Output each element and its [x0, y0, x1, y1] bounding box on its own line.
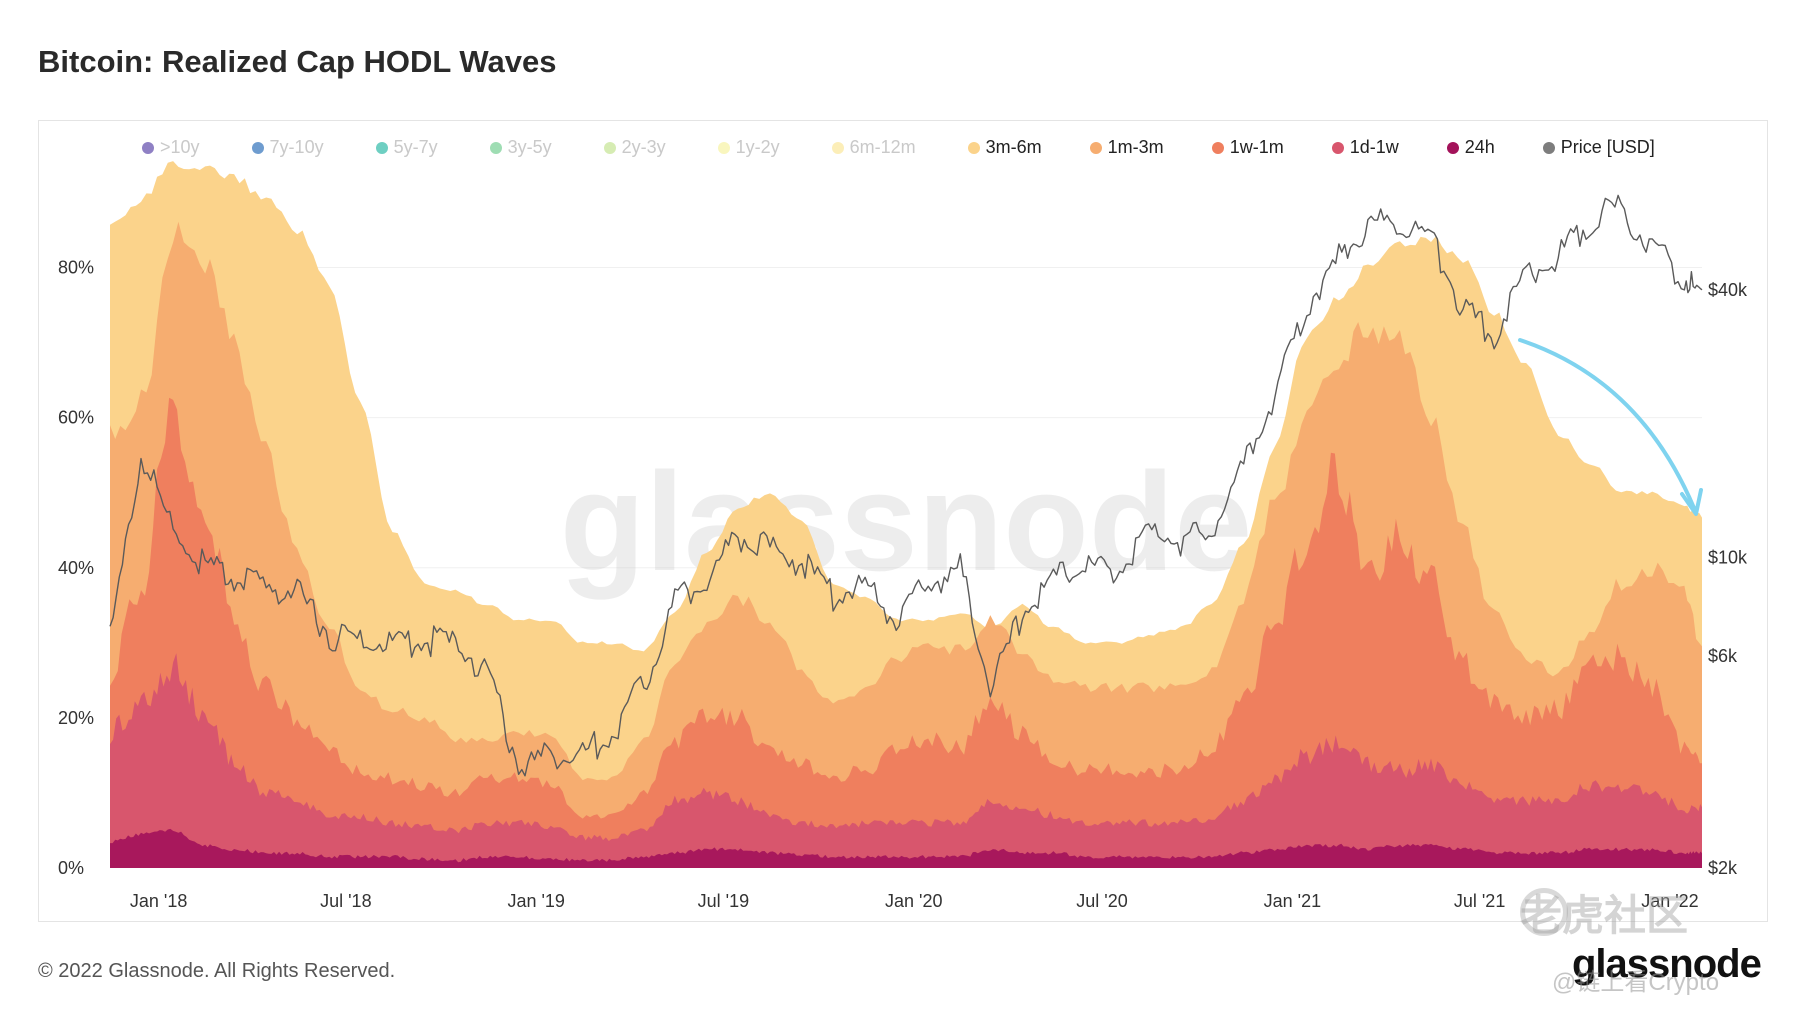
legend-item-10y[interactable]: >10y — [142, 137, 200, 158]
x-axis-tick: Jan '21 — [1264, 891, 1321, 911]
legend-dot-icon — [967, 141, 980, 154]
y-axis-right-tick: $2k — [1708, 858, 1738, 878]
legend-label: 2y-3y — [621, 137, 666, 157]
x-axis-tick: Jan '19 — [507, 891, 564, 911]
legend-label: 24h — [1464, 137, 1495, 157]
legend-label: Price [USD] — [1560, 137, 1655, 157]
legend-item-6m-12m[interactable]: 6m-12m — [831, 137, 916, 158]
y-axis-left-tick: 80% — [58, 258, 94, 278]
area-series-1d-1w — [110, 653, 1702, 868]
y-axis-left-tick: 0% — [58, 858, 84, 878]
legend-dot-icon — [1089, 141, 1102, 154]
y-axis-left-tick: 60% — [58, 408, 94, 428]
legend-item-1d-1w[interactable]: 1d-1w — [1331, 137, 1399, 158]
x-axis-tick: Jul '21 — [1454, 891, 1505, 911]
x-axis-tick: Jul '19 — [698, 891, 749, 911]
legend-label: 7y-10y — [269, 137, 324, 157]
author-watermark: @链上看Crypto — [1552, 969, 1720, 996]
legend-dot-icon — [831, 141, 844, 154]
legend-dot-icon — [251, 141, 264, 154]
legend-dot-icon — [1446, 141, 1459, 154]
legend-dot-icon — [717, 141, 730, 154]
legend-item-1y-2y[interactable]: 1y-2y — [717, 137, 780, 158]
community-logo-icon — [1520, 888, 1568, 936]
legend-label: 6m-12m — [849, 137, 916, 157]
area-series-1w-1m — [110, 397, 1702, 868]
community-watermark: 老虎社区 — [1520, 892, 1689, 939]
legend-item-24h[interactable]: 24h — [1446, 137, 1495, 158]
legend-dot-icon — [603, 141, 616, 154]
y-axis-left-tick: 40% — [58, 558, 94, 578]
legend-item-price-usd[interactable]: Price [USD] — [1542, 137, 1655, 158]
legend-dot-icon — [142, 141, 154, 154]
x-axis-tick: Jul '18 — [320, 891, 371, 911]
y-axis-left-tick: 20% — [58, 708, 94, 728]
legend-label: >10y — [160, 137, 200, 157]
y-axis-right-tick: $40k — [1708, 280, 1748, 300]
glassnode-logo[interactable]: glassnode — [1572, 942, 1762, 986]
legend-item-3m-6m[interactable]: 3m-6m — [967, 137, 1042, 158]
legend-label: 1d-1w — [1349, 137, 1399, 157]
legend-label: 1y-2y — [735, 137, 780, 157]
legend-label: 5y-7y — [393, 137, 438, 157]
glassnode-watermark: glassnode — [560, 443, 1252, 600]
annotation-arrow — [1518, 338, 1696, 510]
y-axis-right-tick: $6k — [1708, 646, 1738, 666]
y-axis-right-tick: $10k — [1708, 547, 1748, 567]
legend-dot-icon — [489, 141, 502, 154]
legend-label: 1m-3m — [1107, 137, 1164, 157]
chart-title: Bitcoin: Realized Cap HODL Waves — [38, 44, 557, 79]
price-line — [109, 194, 1703, 777]
legend-dot-icon — [1211, 141, 1224, 154]
x-axis-tick: Jan '20 — [885, 891, 942, 911]
x-axis-tick: Jul '20 — [1076, 891, 1127, 911]
chart-legend[interactable]: >10y 7y-10y 5y-7y 3y-5y 2y-3y 1y-2y 6m-12m 3m-6… — [142, 137, 1655, 158]
x-axis-tick: Jan '18 — [130, 891, 187, 911]
legend-item-1m-3m[interactable]: 1m-3m — [1089, 137, 1164, 158]
legend-label: 3y-5y — [507, 137, 552, 157]
legend-dot-icon — [1331, 141, 1344, 154]
area-series-24h — [110, 828, 1702, 868]
x-axis-tick: Jan '22 — [1641, 891, 1698, 911]
legend-item-2y-3y[interactable]: 2y-3y — [603, 137, 666, 158]
legend-label: 1w-1m — [1229, 137, 1284, 157]
legend-item-7y-10y[interactable]: 7y-10y — [251, 137, 324, 158]
legend-item-5y-7y[interactable]: 5y-7y — [375, 137, 438, 158]
legend-dot-icon — [375, 141, 388, 154]
annotation-arrow-head — [1680, 488, 1703, 516]
legend-dot-icon — [1542, 141, 1555, 154]
legend-label: 3m-6m — [985, 137, 1042, 157]
copyright-footer: © 2022 Glassnode. All Rights Reserved. — [38, 960, 396, 982]
legend-item-3y-5y[interactable]: 3y-5y — [489, 137, 552, 158]
legend-item-1w-1m[interactable]: 1w-1m — [1211, 137, 1284, 158]
